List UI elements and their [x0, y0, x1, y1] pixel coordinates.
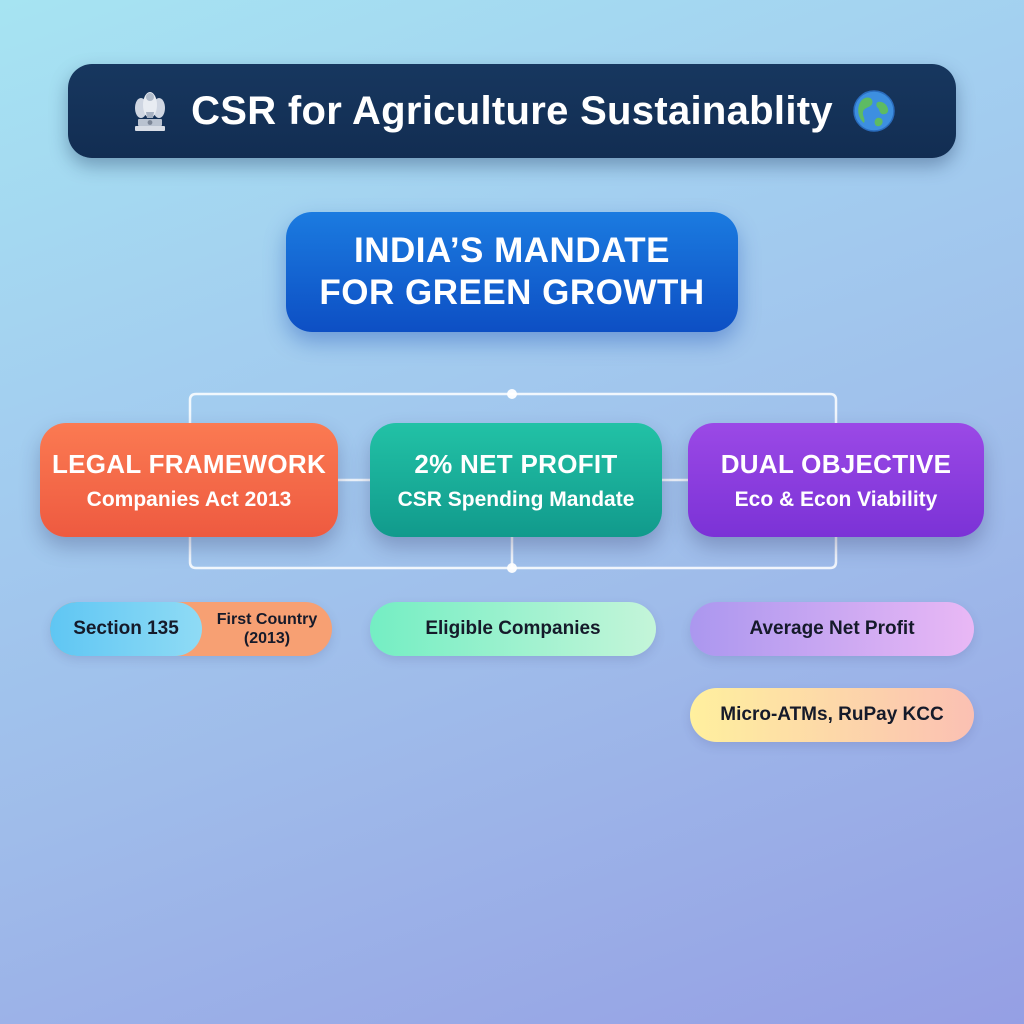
- card-title: LEGAL FRAMEWORK: [51, 449, 327, 480]
- mandate-line-1: INDIA’S MANDATE: [353, 231, 671, 270]
- net-profit-card: 2% NET PROFIT CSR Spending Mandate: [370, 423, 662, 537]
- eligible-companies-tag: Eligible Companies: [370, 602, 656, 656]
- card-subtitle: CSR Spending Mandate: [397, 487, 635, 511]
- card-title: DUAL OBJECTIVE: [720, 449, 952, 480]
- first-country-line-2: (2013): [243, 630, 291, 647]
- state-emblem-icon: [127, 88, 173, 134]
- first-country-tag: First Country (2013): [202, 602, 332, 656]
- section-135-label: Section 135: [50, 602, 202, 656]
- card-subtitle: Eco & Econ Viability: [734, 487, 938, 511]
- mandate-box: INDIA’S MANDATE FOR GREEN GROWTH: [286, 212, 738, 332]
- globe-icon: [851, 88, 897, 134]
- section-135-tag: Section 135 First Country (2013): [50, 602, 332, 656]
- dual-objective-card: DUAL OBJECTIVE Eco & Econ Viability: [688, 423, 984, 537]
- page-title: CSR for Agriculture Sustainablity: [191, 88, 833, 133]
- first-country-line-1: First Country: [216, 610, 318, 628]
- legal-framework-card: LEGAL FRAMEWORK Companies Act 2013: [40, 423, 338, 537]
- card-title: 2% NET PROFIT: [414, 449, 618, 480]
- mandate-line-2: FOR GREEN GROWTH: [319, 273, 705, 312]
- card-subtitle: Companies Act 2013: [86, 487, 292, 511]
- average-net-profit-tag: Average Net Profit: [690, 602, 974, 656]
- title-banner: CSR for Agriculture Sustainablity: [68, 64, 956, 158]
- micro-atms-tag: Micro-ATMs, RuPay KCC: [690, 688, 974, 742]
